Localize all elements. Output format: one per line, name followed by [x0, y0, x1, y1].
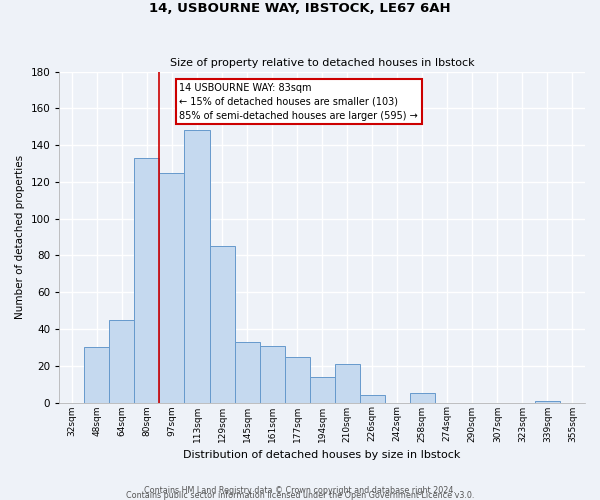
Text: 14, USBOURNE WAY, IBSTOCK, LE67 6AH: 14, USBOURNE WAY, IBSTOCK, LE67 6AH [149, 2, 451, 16]
Bar [235, 342, 260, 402]
Bar [260, 346, 284, 403]
Bar [160, 172, 184, 402]
Text: Contains HM Land Registry data © Crown copyright and database right 2024.: Contains HM Land Registry data © Crown c… [144, 486, 456, 495]
Text: 14 USBOURNE WAY: 83sqm
← 15% of detached houses are smaller (103)
85% of semi-de: 14 USBOURNE WAY: 83sqm ← 15% of detached… [179, 82, 418, 120]
Title: Size of property relative to detached houses in Ibstock: Size of property relative to detached ho… [170, 58, 475, 68]
Y-axis label: Number of detached properties: Number of detached properties [15, 155, 25, 319]
Text: Contains public sector information licensed under the Open Government Licence v3: Contains public sector information licen… [126, 490, 474, 500]
Bar [184, 130, 209, 402]
Bar [284, 356, 310, 403]
Bar [310, 377, 335, 402]
Bar [410, 394, 435, 402]
Bar [85, 348, 109, 403]
Bar [209, 246, 235, 402]
X-axis label: Distribution of detached houses by size in Ibstock: Distribution of detached houses by size … [184, 450, 461, 460]
Bar [335, 364, 360, 403]
Bar [360, 395, 385, 402]
Bar [109, 320, 134, 402]
Bar [134, 158, 160, 402]
Bar [535, 400, 560, 402]
